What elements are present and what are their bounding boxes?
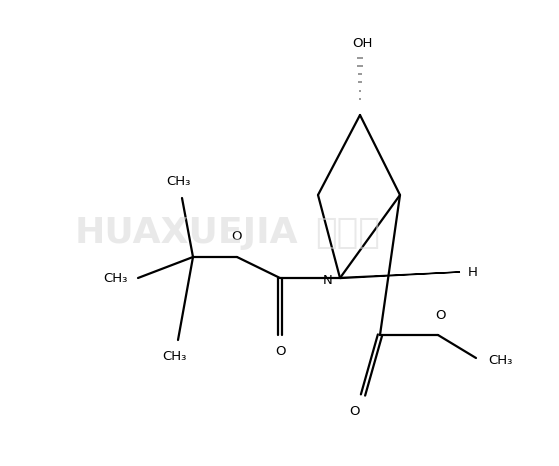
Text: O: O: [350, 405, 360, 418]
Text: H: H: [468, 266, 478, 279]
Text: O: O: [232, 230, 242, 243]
Polygon shape: [340, 272, 460, 279]
Text: OH: OH: [352, 37, 372, 50]
Text: CH₃: CH₃: [103, 272, 128, 285]
Text: N: N: [322, 274, 332, 287]
Text: O: O: [275, 345, 285, 358]
Text: O: O: [435, 309, 446, 322]
Text: CH₃: CH₃: [162, 350, 186, 363]
Text: CH₃: CH₃: [488, 355, 513, 368]
Text: CH₃: CH₃: [166, 175, 190, 188]
Text: HUAXUEJIA: HUAXUEJIA: [75, 216, 299, 250]
Text: 化学加: 化学加: [315, 216, 380, 250]
